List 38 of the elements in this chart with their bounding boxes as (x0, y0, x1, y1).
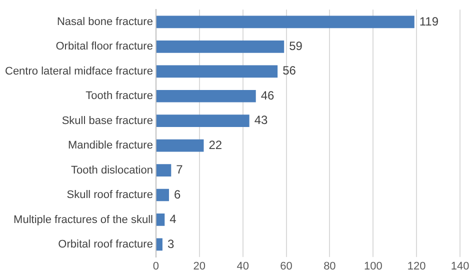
bar (156, 90, 256, 102)
bar (156, 139, 204, 152)
data-label: 22 (208, 138, 222, 152)
y-tick-label: Multiple fractures of the skull (14, 214, 153, 226)
bar (156, 40, 284, 53)
bar (156, 114, 250, 128)
y-tick-label: Skull roof fracture (66, 189, 153, 202)
x-tick-label: 140 (450, 260, 470, 272)
bar (156, 188, 169, 202)
x-tick-label: 20 (193, 260, 206, 272)
x-tick-label: 60 (280, 260, 292, 272)
data-label: 59 (289, 38, 303, 53)
x-tick-label: 100 (364, 260, 382, 272)
data-label: 119 (419, 14, 439, 28)
bar (156, 65, 278, 78)
x-tick-label: 40 (236, 260, 249, 272)
x-tick-label: 120 (407, 260, 426, 272)
x-tick-label: 80 (324, 260, 336, 272)
bar (156, 238, 162, 251)
data-label: 3 (167, 236, 174, 251)
y-tick-label: Tooth fracture (86, 90, 153, 102)
data-label: 46 (260, 88, 275, 102)
data-label: 56 (282, 64, 296, 78)
data-label: 6 (174, 187, 181, 202)
y-tick-label: Orbital roof fracture (58, 238, 153, 250)
y-tick-label: Mandible fracture (68, 140, 153, 152)
data-label: 7 (176, 162, 184, 177)
y-tick-label: Orbital floor fracture (56, 40, 153, 53)
data-label: 43 (254, 113, 268, 128)
y-tick-label: Skull base fracture (62, 114, 153, 127)
y-tick-label: Centro lateral midface fracture (5, 65, 153, 78)
data-label: 4 (170, 212, 177, 226)
x-tick-label: 0 (152, 260, 160, 272)
bar (156, 164, 172, 176)
y-tick-label: Nasal bone fracture (56, 16, 153, 28)
bar (156, 16, 414, 28)
y-tick-label: Tooth dislocation (71, 164, 153, 176)
bar (156, 214, 165, 226)
